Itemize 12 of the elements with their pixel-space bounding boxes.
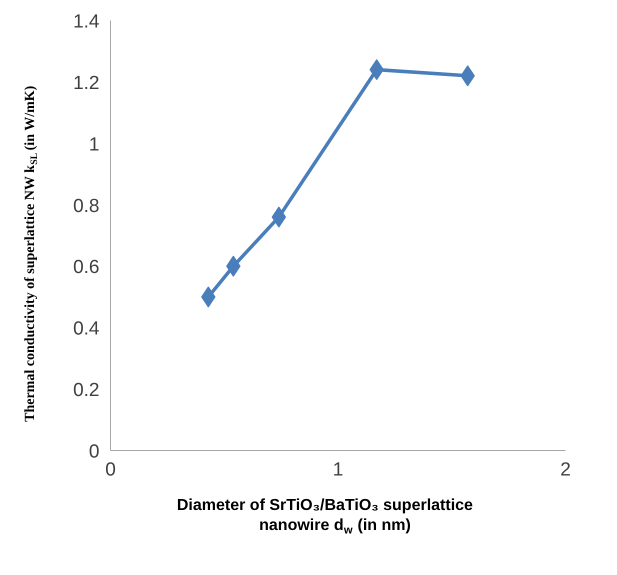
y-tick-label: 0 xyxy=(88,442,100,462)
y-tick-label: 0.6 xyxy=(73,257,100,278)
x-tick-label: 2 xyxy=(560,460,571,480)
x-tick-label: 1 xyxy=(332,460,344,480)
y-tick-label: 0.8 xyxy=(73,196,100,217)
y-tick-label: 1 xyxy=(88,134,100,156)
y-tick-label: 0.4 xyxy=(73,318,100,340)
x-tick-label: 0 xyxy=(105,460,116,480)
y-tick-label: 0.2 xyxy=(73,380,100,402)
y-tick-label: 1.2 xyxy=(73,72,100,94)
y-tick-label: 1.4 xyxy=(73,12,100,32)
y-axis-title: Thermal conductivity of superlattice NW kSL (in W/mK) xyxy=(23,85,40,422)
